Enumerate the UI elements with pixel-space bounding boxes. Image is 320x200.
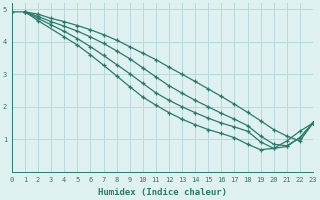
- X-axis label: Humidex (Indice chaleur): Humidex (Indice chaleur): [98, 188, 227, 197]
